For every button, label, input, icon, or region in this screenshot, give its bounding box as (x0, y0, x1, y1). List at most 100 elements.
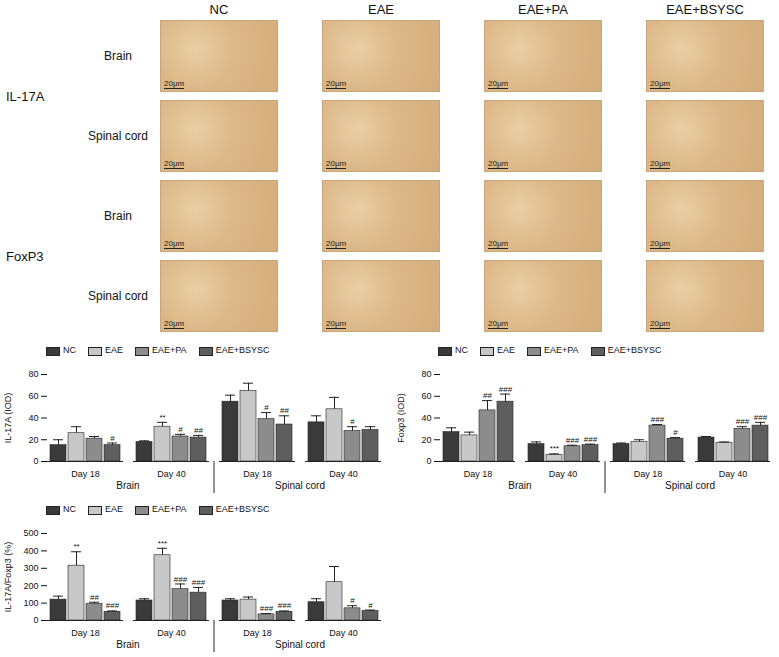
html-text:EAE: EAE (105, 504, 123, 515)
svg-text:###: ### (106, 601, 120, 610)
svg-text:###: ### (278, 601, 292, 610)
svg-text:80: 80 (421, 369, 431, 379)
html-text:Spinal cord: Spinal cord (88, 289, 148, 303)
html-text:EAE+BSYSC: EAE+BSYSC (215, 504, 270, 515)
html-text:NC: NC (63, 504, 76, 515)
svg-text:Day 18: Day 18 (464, 469, 493, 479)
svg-text:Foxp3 (IOD): Foxp3 (IOD) (396, 393, 406, 443)
html-text:EAE+BSYSC: EAE+BSYSC (215, 345, 270, 356)
svg-text:#: # (368, 601, 373, 610)
html-text:FoxP3: FoxP3 (6, 248, 44, 264)
svg-text:#: # (110, 434, 115, 443)
html-text:EAE+BSYSC: EAE+BSYSC (607, 345, 662, 356)
html-text:20μm: 20μm (164, 159, 185, 168)
svg-text:Day 40: Day 40 (329, 628, 358, 638)
svg-text:###: ### (499, 385, 513, 394)
html-text:EAE+BSYSC: EAE+BSYSC (666, 2, 744, 17)
svg-text:#: # (264, 403, 269, 412)
html-text:EAE+PA: EAE+PA (544, 345, 579, 356)
html-text:EAE: EAE (497, 345, 515, 356)
svg-text:Brain: Brain (116, 639, 139, 650)
html-text:20μm: 20μm (488, 239, 509, 248)
svg-text:500: 500 (23, 528, 38, 538)
svg-text:Brain: Brain (508, 480, 531, 491)
svg-text:40: 40 (28, 413, 38, 423)
svg-text:Spinal cord: Spinal cord (665, 480, 715, 491)
html-text:20μm: 20μm (650, 239, 671, 248)
svg-text:100: 100 (23, 598, 38, 608)
svg-text:40: 40 (421, 413, 431, 423)
html-text:20μm: 20μm (326, 79, 347, 88)
svg-text:#: # (673, 428, 678, 437)
svg-text:Day 18: Day 18 (634, 469, 663, 479)
html-text:NC: NC (63, 345, 76, 356)
html-text:NC: NC (455, 345, 468, 356)
html-text:EAE: EAE (368, 2, 394, 17)
html-text:EAE+PA: EAE+PA (152, 504, 187, 515)
svg-text:###: ### (584, 435, 598, 444)
html-text:EAE+PA: EAE+PA (152, 345, 187, 356)
html-text:EAE: EAE (105, 345, 123, 356)
svg-text:20: 20 (421, 435, 431, 445)
svg-text:Day 40: Day 40 (157, 628, 186, 638)
svg-text:###: ### (736, 417, 750, 426)
svg-text:#: # (178, 425, 183, 434)
html-text:20μm: 20μm (326, 319, 347, 328)
svg-text:**: ** (73, 542, 79, 551)
svg-text:##: ## (90, 593, 99, 602)
html-text:20μm: 20μm (650, 159, 671, 168)
svg-text:Day 40: Day 40 (157, 469, 186, 479)
svg-text:###: ### (260, 604, 274, 613)
svg-text:200: 200 (23, 581, 38, 591)
svg-text:#: # (350, 596, 355, 605)
html-text:Spinal cord: Spinal cord (88, 129, 148, 143)
svg-text:Spinal cord: Spinal cord (275, 480, 325, 491)
svg-text:##: ## (194, 426, 203, 435)
svg-text:##: ## (280, 406, 289, 415)
svg-text:60: 60 (421, 391, 431, 401)
html-text:Brain: Brain (104, 49, 132, 63)
svg-text:***: *** (550, 444, 559, 453)
svg-text:Day 18: Day 18 (243, 469, 272, 479)
svg-text:Day 18: Day 18 (243, 628, 272, 638)
svg-text:20: 20 (28, 435, 38, 445)
svg-text:Day 18: Day 18 (71, 628, 100, 638)
html-text:20μm: 20μm (488, 319, 509, 328)
html-text:20μm: 20μm (326, 239, 347, 248)
html-text:20μm: 20μm (164, 79, 185, 88)
html-text:EAE+PA: EAE+PA (518, 2, 568, 17)
svg-text:0: 0 (33, 456, 38, 466)
svg-text:##: ## (483, 391, 492, 400)
html-text:20μm: 20μm (326, 159, 347, 168)
svg-text:80: 80 (28, 369, 38, 379)
svg-text:Day 40: Day 40 (329, 469, 358, 479)
svg-text:###: ### (754, 413, 768, 422)
svg-text:***: *** (158, 539, 167, 548)
html-text:20μm: 20μm (650, 79, 671, 88)
svg-text:400: 400 (23, 546, 38, 556)
svg-text:Day 40: Day 40 (719, 469, 748, 479)
svg-text:60: 60 (28, 391, 38, 401)
svg-text:300: 300 (23, 563, 38, 573)
svg-text:###: ### (192, 578, 206, 587)
svg-text:###: ### (566, 436, 580, 445)
svg-text:Spinal cord: Spinal cord (275, 639, 325, 650)
svg-text:**: ** (159, 413, 165, 422)
svg-text:###: ### (174, 575, 188, 584)
html-text:20μm: 20μm (488, 79, 509, 88)
svg-text:Day 40: Day 40 (549, 469, 578, 479)
svg-text:IL-17A (IOD): IL-17A (IOD) (3, 393, 13, 444)
html-text:20μm: 20μm (488, 159, 509, 168)
html-text:20μm: 20μm (164, 239, 185, 248)
html-text:NC: NC (209, 2, 229, 17)
html-text:IL-17A: IL-17A (6, 88, 45, 104)
svg-text:0: 0 (426, 456, 431, 466)
svg-text:#: # (350, 417, 355, 426)
svg-text:Day 18: Day 18 (71, 469, 100, 479)
svg-text:IL-17A/Foxp3 (%): IL-17A/Foxp3 (%) (3, 542, 13, 613)
html-text:Brain: Brain (104, 209, 132, 223)
svg-text:###: ### (651, 415, 665, 424)
html-text:20μm: 20μm (164, 319, 185, 328)
svg-text:0: 0 (33, 615, 38, 625)
svg-text:Brain: Brain (116, 480, 139, 491)
